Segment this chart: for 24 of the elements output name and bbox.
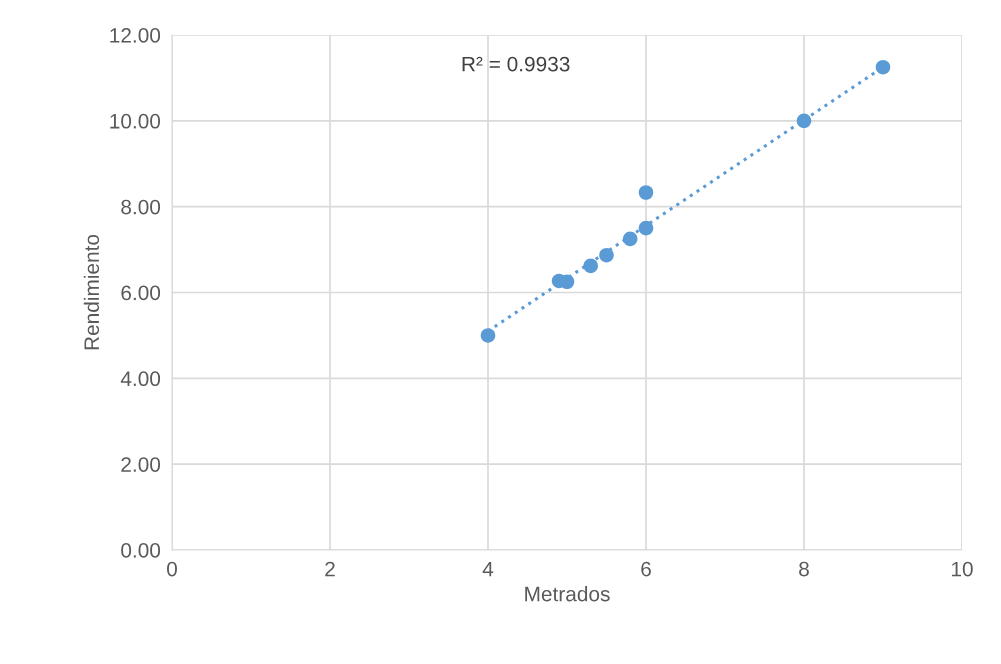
x-tick-label: 4 — [482, 561, 494, 577]
point — [638, 220, 654, 236]
point — [480, 328, 496, 343]
x-tick-label: 0 — [167, 561, 177, 577]
point — [583, 258, 598, 274]
y-tick-label: 0.00 — [121, 543, 161, 558]
point — [638, 185, 654, 200]
y-tick-label: 6.00 — [121, 285, 161, 301]
annotation: R² = 0.9933 — [462, 56, 570, 72]
y-tick-label: 10.00 — [110, 113, 161, 129]
point — [796, 113, 812, 129]
point — [622, 231, 638, 247]
point — [875, 59, 891, 75]
x-axis-title: Metrados — [525, 586, 610, 602]
point — [599, 247, 614, 263]
y-tick-label: 2.00 — [121, 457, 161, 472]
y-axis-title: Rendimiento — [83, 234, 100, 350]
x-tick-label: 8 — [799, 561, 809, 577]
y-tick-label: 12.00 — [110, 28, 161, 43]
y-tick-label: 4.00 — [120, 371, 161, 387]
x-tick-label: 2 — [325, 561, 335, 577]
x-tick-label: 10 — [952, 561, 973, 577]
y-tick-label: 8.00 — [121, 199, 161, 215]
x-tick-label: 6 — [641, 561, 651, 577]
